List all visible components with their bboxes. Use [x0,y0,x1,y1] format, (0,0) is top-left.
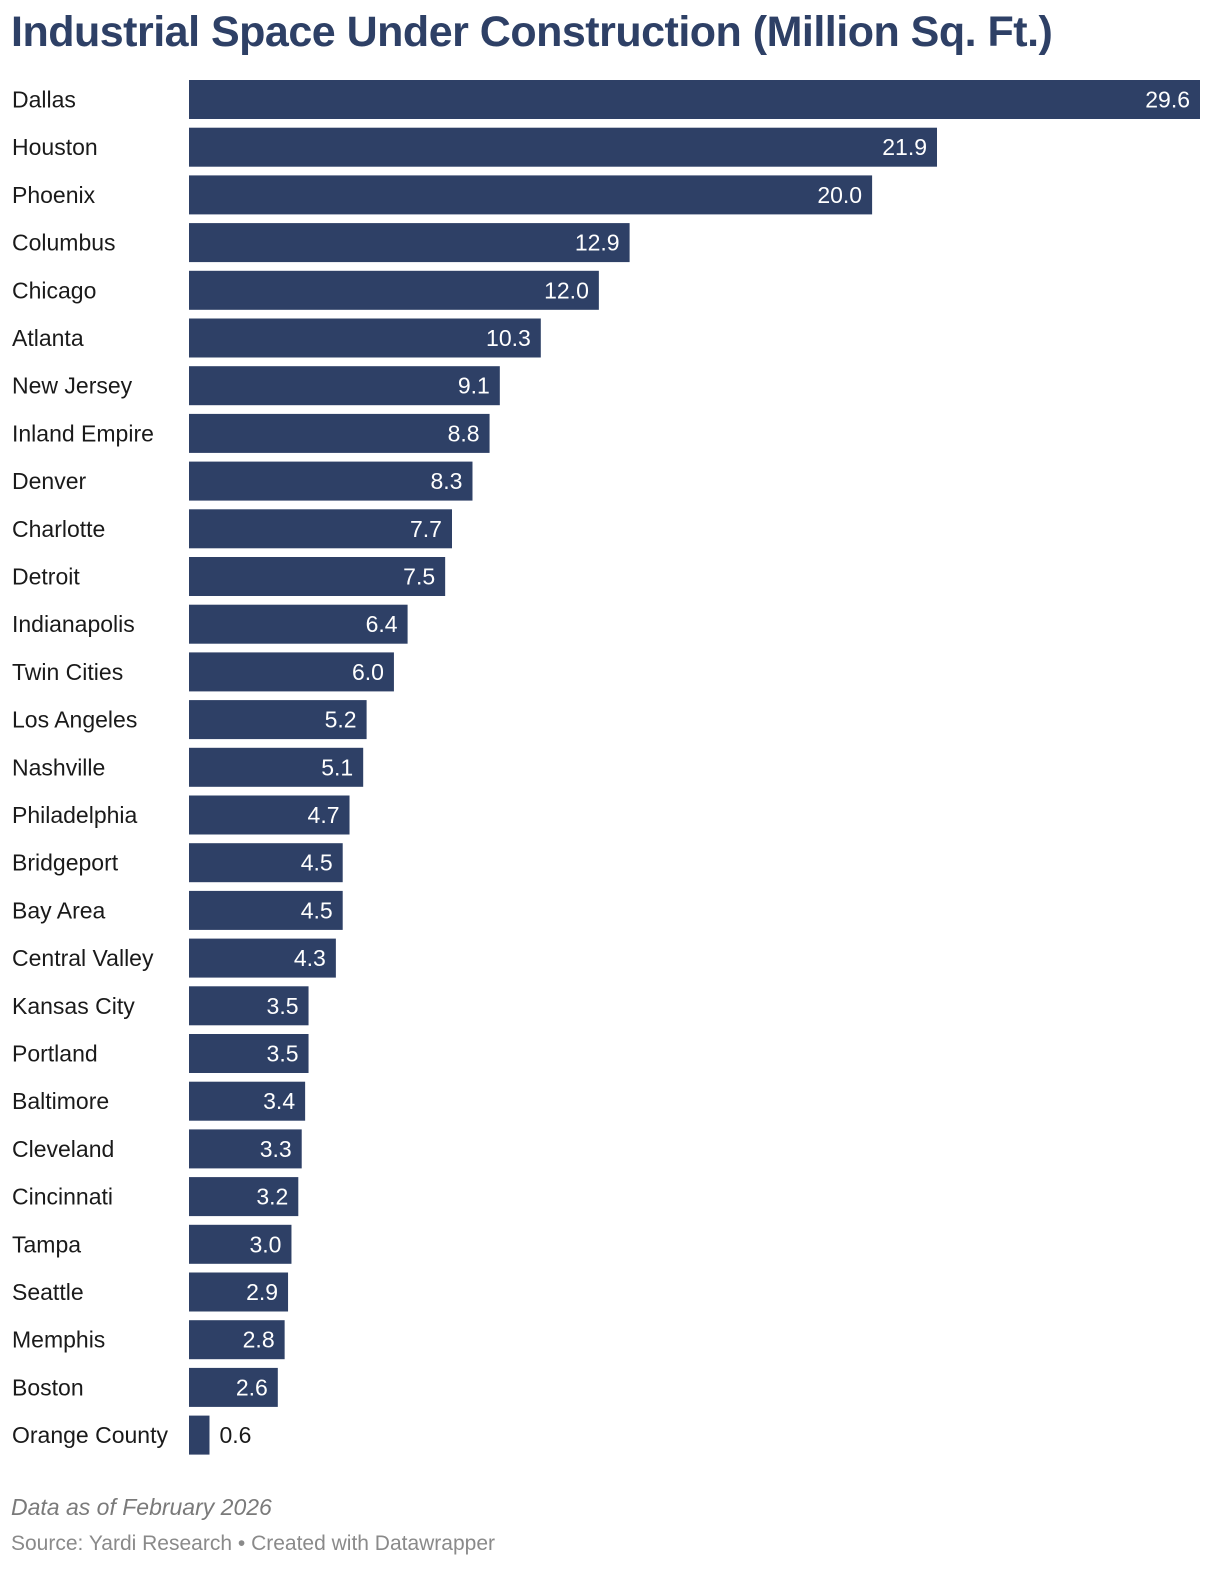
bar-portland [189,1034,309,1073]
data-date-note: Data as of February 2026 [11,1494,272,1520]
value-label-atlanta: 10.3 [486,325,531,351]
category-label-bridgeport: Bridgeport [12,850,119,876]
bar-dallas [189,80,1200,119]
bar-tampa [189,1224,292,1264]
bar-cleveland [189,1129,302,1169]
value-label-central-valley: 4.3 [294,945,326,971]
value-label-charlotte: 7.7 [410,516,442,542]
bar-chart: Dallas 29.6 Houston 21.9 Phoenix 20.0 Columbus… [12,80,1200,1455]
bar-houston [189,127,938,167]
bar-seattle [189,1272,289,1312]
category-label-indianapolis: Indianapolis [12,611,135,637]
bar-phoenix [189,175,873,215]
value-label-cleveland: 3.3 [260,1136,292,1162]
bar-orange-county [189,1415,210,1455]
value-label-indianapolis: 6.4 [366,611,398,637]
bar-detroit [189,557,446,596]
value-label-cincinnati: 3.2 [256,1184,288,1210]
category-label-chicago: Chicago [12,277,96,303]
value-label-new-jersey: 9.1 [458,373,490,399]
category-label-central-valley: Central Valley [12,945,154,971]
value-label-inland-empire: 8.8 [448,420,480,446]
category-label-seattle: Seattle [12,1279,84,1305]
value-label-chicago: 12.0 [544,277,589,303]
category-label-charlotte: Charlotte [12,516,105,542]
source-line: Source: Yardi Research • Created with Da… [11,1532,495,1556]
bar-twin-cities [189,652,394,692]
bar-indianapolis [189,604,408,644]
category-label-denver: Denver [12,468,86,494]
bar-memphis [189,1320,285,1360]
category-label-philadelphia: Philadelphia [12,802,138,828]
source-text: Source: Yardi Research [11,1532,233,1555]
bar-chicago [189,270,599,310]
value-label-bay-area: 4.5 [301,897,333,923]
value-label-boston: 2.6 [236,1374,268,1400]
separator-dot: • [237,1532,246,1555]
category-label-columbus: Columbus [12,230,116,256]
category-label-nashville: Nashville [12,754,105,780]
category-label-detroit: Detroit [12,564,80,590]
value-label-detroit: 7.5 [403,564,435,590]
datawrapper-credit[interactable]: Created with Datawrapper [251,1532,496,1555]
category-label-phoenix: Phoenix [12,182,96,208]
value-label-seattle: 2.9 [246,1279,278,1305]
value-label-portland: 3.5 [267,1041,299,1067]
value-label-houston: 21.9 [882,134,927,160]
bar-new-jersey [189,366,500,406]
bar-charlotte [189,509,452,549]
value-label-memphis: 2.8 [243,1327,275,1353]
chart-title: Industrial Space Under Construction (Mil… [11,8,1053,56]
category-label-bay-area: Bay Area [12,897,106,923]
bar-inland-empire [189,413,490,453]
category-label-new-jersey: New Jersey [12,373,133,399]
category-label-inland-empire: Inland Empire [12,420,154,446]
category-label-los-angeles: Los Angeles [12,707,137,733]
category-label-boston: Boston [12,1374,84,1400]
value-label-twin-cities: 6.0 [352,659,384,685]
value-label-orange-county: 0.6 [219,1422,251,1448]
category-label-twin-cities: Twin Cities [12,659,123,685]
value-label-tampa: 3.0 [249,1231,281,1257]
value-label-philadelphia: 4.7 [308,802,340,828]
bar-bridgeport [189,843,343,883]
category-label-cleveland: Cleveland [12,1136,114,1162]
value-label-los-angeles: 5.2 [325,707,357,733]
bar-bay-area [189,890,343,930]
value-label-columbus: 12.9 [575,230,620,256]
bar-baltimore [189,1081,306,1121]
value-label-phoenix: 20.0 [817,182,862,208]
category-label-houston: Houston [12,134,98,160]
value-label-nashville: 5.1 [321,754,353,780]
value-label-denver: 8.3 [431,468,463,494]
value-label-baltimore: 3.4 [263,1088,295,1114]
bar-philadelphia [189,795,350,835]
category-label-kansas-city: Kansas City [12,993,135,1019]
category-label-cincinnati: Cincinnati [12,1184,113,1210]
value-label-bridgeport: 4.5 [301,850,333,876]
value-label-kansas-city: 3.5 [267,993,299,1019]
category-label-portland: Portland [12,1041,98,1067]
category-label-baltimore: Baltimore [12,1088,109,1114]
category-label-atlanta: Atlanta [12,325,84,351]
category-label-orange-county: Orange County [12,1422,168,1448]
bar-los-angeles [189,700,367,740]
bar-columbus [189,223,630,263]
value-label-dallas: 29.6 [1145,87,1190,113]
category-label-memphis: Memphis [12,1327,105,1353]
bar-central-valley [189,938,336,978]
bar-cincinnati [189,1177,299,1217]
bar-kansas-city [189,986,309,1026]
bar-atlanta [189,318,541,358]
bar-denver [189,461,473,501]
bar-boston [189,1367,278,1407]
category-label-dallas: Dallas [12,87,76,113]
category-label-tampa: Tampa [12,1231,81,1257]
bar-nashville [189,747,364,787]
